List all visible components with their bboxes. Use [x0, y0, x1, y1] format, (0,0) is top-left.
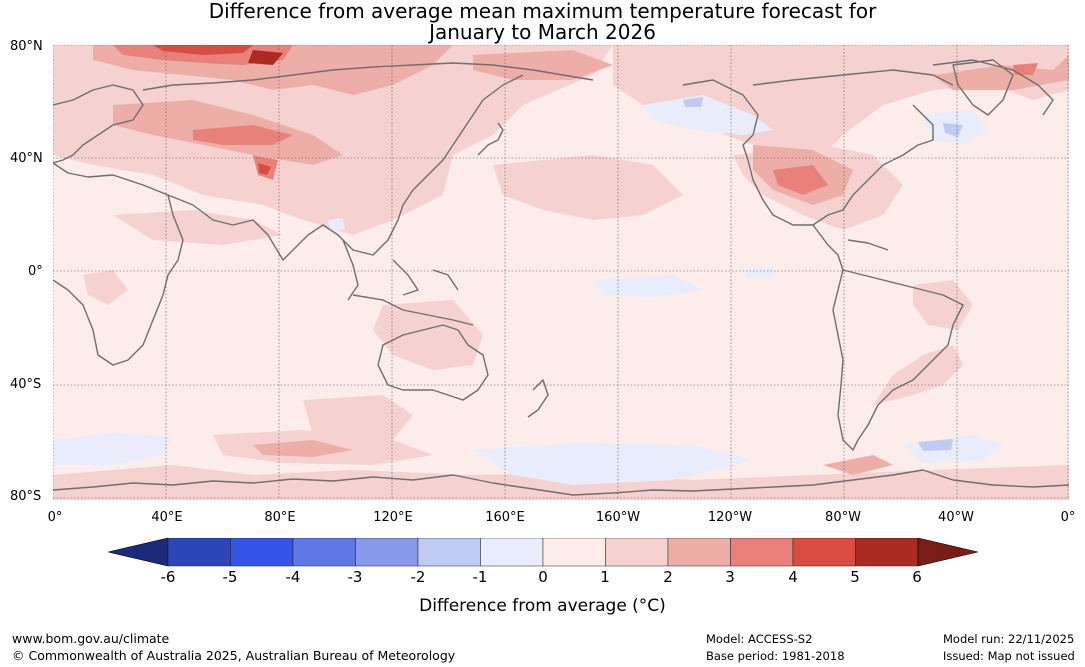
lon-label-120e: 120°E	[373, 510, 413, 525]
cb-tick-m1: -1	[472, 568, 488, 586]
lon-label-80w: 80°W	[825, 510, 861, 525]
base-period-text: Base period: 1981-2018	[706, 649, 845, 663]
issued-text: Issued: Map not issued	[943, 649, 1075, 663]
anomaly-negative-regions	[53, 95, 1003, 485]
lon-label-0-west: 0°	[47, 510, 63, 525]
lat-label-80n: 80°N	[10, 39, 43, 54]
colorbar-segment	[730, 538, 794, 567]
model-run-text: Model run: 22/11/2025	[943, 632, 1075, 646]
model-text: Model: ACCESS-S2	[706, 632, 813, 646]
lat-label-40n: 40°N	[10, 151, 43, 166]
lon-label-40w: 40°W	[938, 510, 974, 525]
colorbar-segment	[792, 538, 856, 567]
colorbar-title: Difference from average (°C)	[419, 596, 666, 616]
map-title-line2: January to March 2026	[429, 20, 656, 44]
cb-tick-m5: -5	[222, 568, 238, 586]
lat-label-40s: 40°S	[10, 377, 42, 392]
copyright-text: © Commonwealth of Australia 2025, Austra…	[12, 648, 456, 663]
coastlines	[53, 59, 1069, 496]
cb-tick-m2: -2	[410, 568, 426, 586]
colorbar-segment	[355, 538, 419, 567]
lon-label-80e: 80°E	[264, 510, 296, 525]
cb-tick-2: 2	[663, 568, 673, 586]
cb-tick-4: 4	[788, 568, 798, 586]
cb-tick-m3: -3	[347, 568, 363, 586]
colorbar-segment	[605, 538, 669, 567]
colorbar-extend-low	[108, 538, 169, 567]
cb-tick-3: 3	[725, 568, 735, 586]
lon-label-160w: 160°W	[595, 510, 641, 525]
cb-tick-6: 6	[912, 568, 922, 586]
cb-tick-m4: -4	[285, 568, 301, 586]
colorbar-segment	[417, 538, 481, 567]
lon-label-40e: 40°E	[151, 510, 183, 525]
colorbar-segment	[480, 538, 544, 567]
anomaly-4-to-6-regions	[153, 45, 283, 175]
colorbar	[108, 538, 978, 567]
gridlines	[53, 45, 1069, 500]
colorbar-segment	[167, 538, 231, 567]
temperature-anomaly-map	[53, 45, 1069, 500]
lat-label-0: 0°	[28, 264, 43, 279]
colorbar-extend-high	[917, 538, 978, 567]
cb-tick-1: 1	[600, 568, 610, 586]
lat-label-80s: 80°S	[10, 489, 42, 504]
colorbar-segment	[855, 538, 919, 567]
colorbar-segment	[667, 538, 731, 567]
lon-label-160e: 160°E	[485, 510, 525, 525]
cb-tick-m6: -6	[160, 568, 176, 586]
cb-tick-5: 5	[850, 568, 860, 586]
map-title-line1: Difference from average mean maximum tem…	[208, 0, 877, 23]
colorbar-segment	[230, 538, 294, 567]
website-link[interactable]: www.bom.gov.au/climate	[12, 631, 170, 646]
colorbar-segment	[542, 538, 606, 567]
lon-label-0-east: 0°	[1060, 510, 1076, 525]
lon-label-120w: 120°W	[707, 510, 753, 525]
cb-tick-0: 0	[538, 568, 548, 586]
colorbar-segment	[292, 538, 356, 567]
